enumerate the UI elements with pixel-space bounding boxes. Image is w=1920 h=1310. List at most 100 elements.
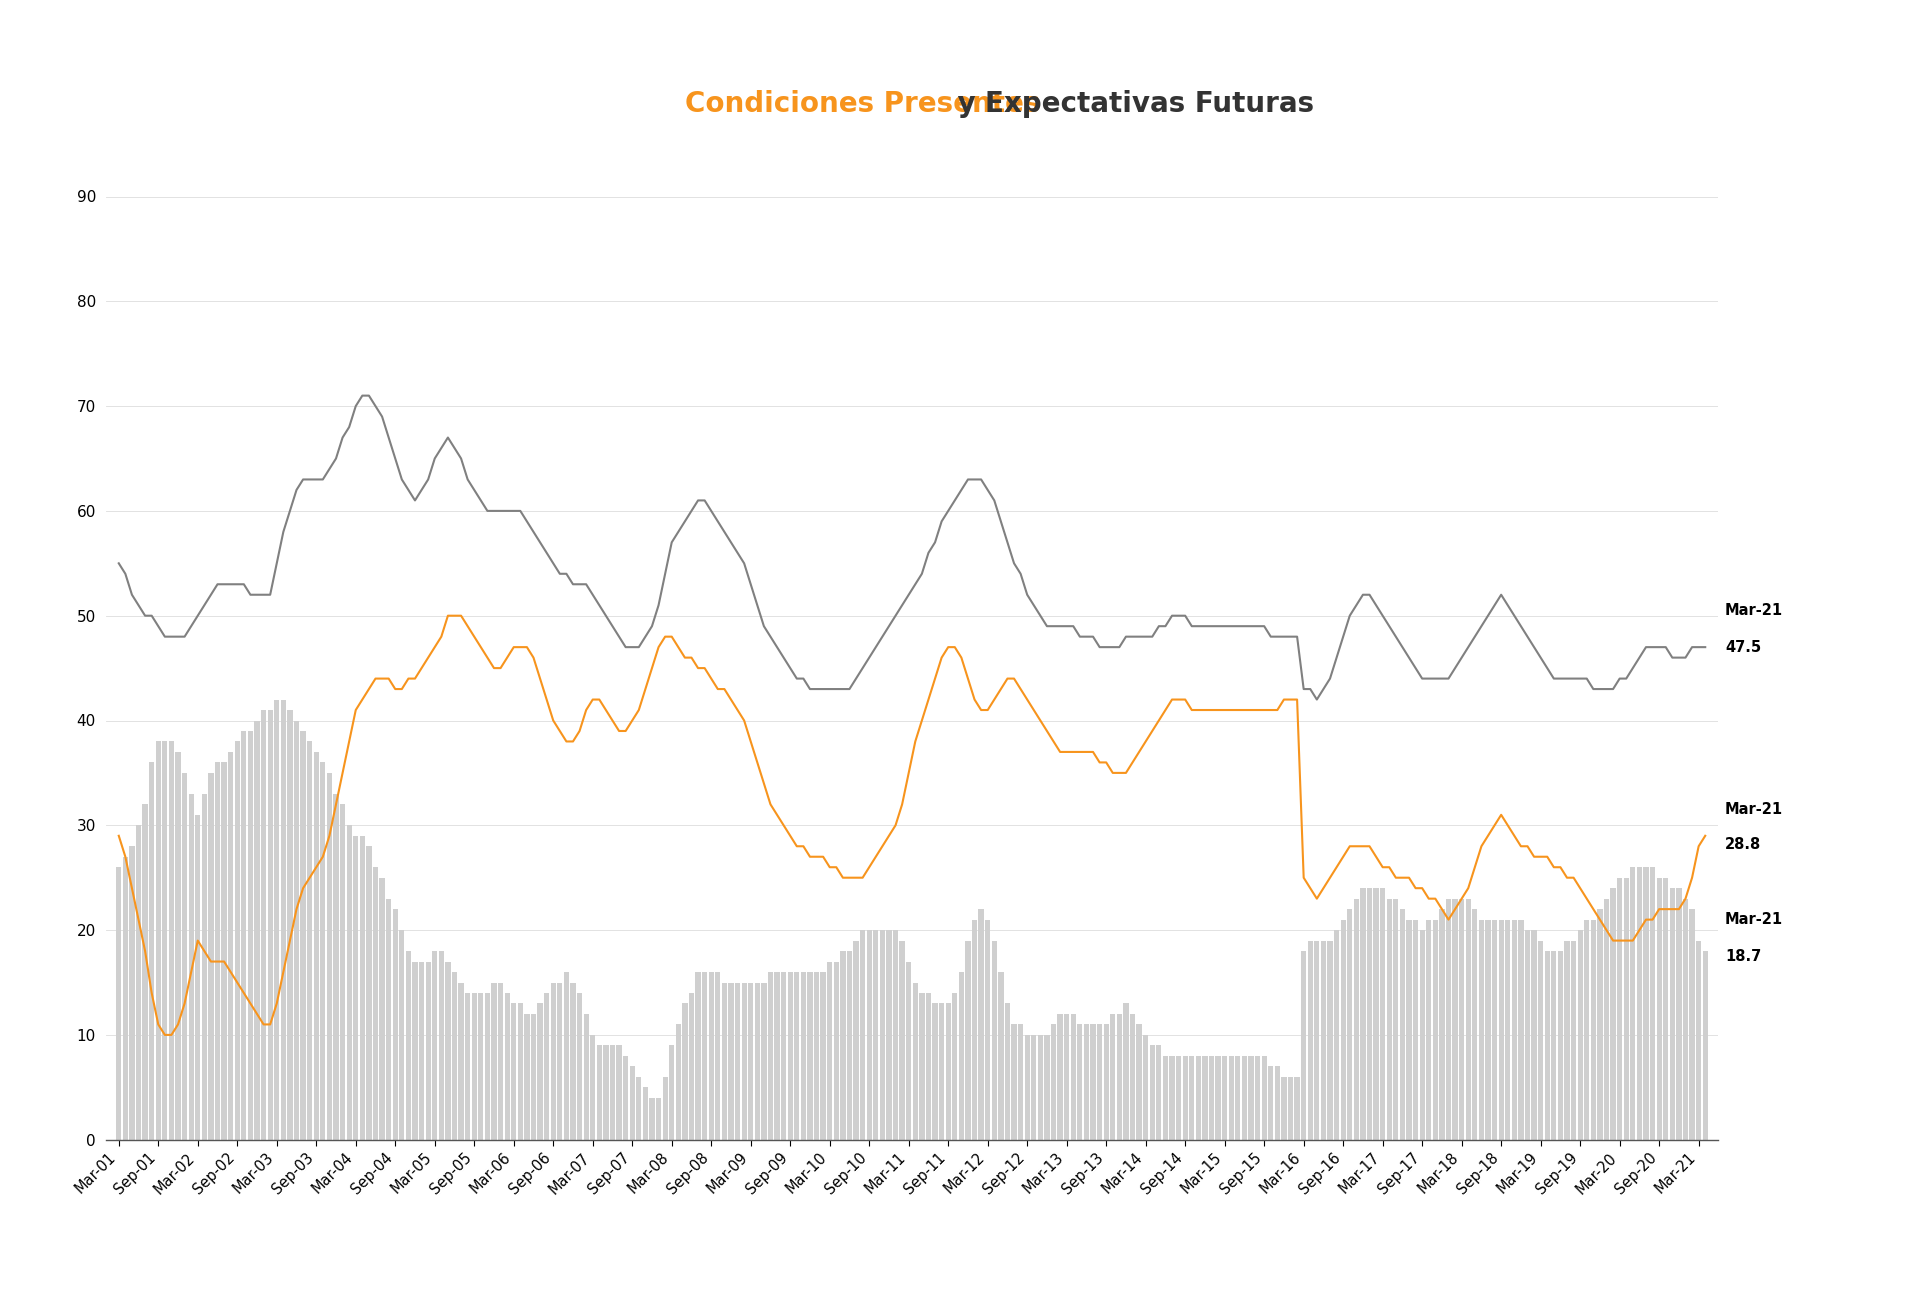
Text: y: y: [947, 90, 985, 118]
Bar: [413, 962, 419, 1140]
Bar: [380, 878, 384, 1140]
Expectativas Futuras: [680, 503, 703, 519]
Bar: [708, 972, 714, 1140]
Bar: [1025, 1035, 1029, 1140]
Bar: [676, 1024, 682, 1140]
Bar: [484, 993, 490, 1140]
Bar: [1267, 1066, 1273, 1140]
Bar: [1419, 930, 1425, 1140]
Bar: [814, 972, 820, 1140]
Bar: [1473, 909, 1478, 1140]
Bar: [1313, 941, 1319, 1140]
Bar: [852, 941, 858, 1140]
Bar: [215, 762, 221, 1140]
Bar: [372, 867, 378, 1140]
Bar: [248, 731, 253, 1140]
Bar: [1123, 1003, 1129, 1140]
Line: Expectativas Futuras: Expectativas Futuras: [119, 396, 1705, 700]
Bar: [952, 993, 958, 1140]
Bar: [307, 741, 313, 1140]
Bar: [998, 972, 1004, 1140]
Condiciones Presentes: [1173, 692, 1196, 707]
Bar: [1221, 1056, 1227, 1140]
Bar: [1394, 899, 1398, 1140]
Bar: [1164, 1056, 1167, 1140]
Bar: [774, 972, 780, 1140]
Bar: [538, 1003, 543, 1140]
Bar: [530, 1014, 536, 1140]
Bar: [207, 773, 213, 1140]
Expectativas Futuras: [1693, 639, 1716, 655]
Expectativas Futuras: [108, 555, 131, 571]
Bar: [1590, 920, 1596, 1140]
Bar: [1446, 899, 1452, 1140]
Bar: [820, 972, 826, 1140]
Bar: [511, 1003, 516, 1140]
Bar: [1242, 1056, 1248, 1140]
Bar: [1657, 878, 1663, 1140]
Bar: [242, 731, 246, 1140]
Bar: [874, 930, 879, 1140]
Bar: [925, 993, 931, 1140]
Bar: [1129, 1014, 1135, 1140]
Bar: [1261, 1056, 1267, 1140]
Condiciones Presentes: [1016, 692, 1039, 707]
Text: Mar-21: Mar-21: [1724, 802, 1784, 817]
Bar: [161, 741, 167, 1140]
Bar: [1294, 1077, 1300, 1140]
Bar: [1380, 888, 1386, 1140]
Expectativas Futuras: [1167, 608, 1190, 624]
Bar: [142, 804, 148, 1140]
Bar: [524, 1014, 530, 1140]
Bar: [887, 930, 891, 1140]
Bar: [1617, 878, 1622, 1140]
Bar: [649, 1098, 655, 1140]
Bar: [334, 794, 338, 1140]
Bar: [1597, 909, 1603, 1140]
Text: Condiciones Presentes: Condiciones Presentes: [685, 90, 1041, 118]
Bar: [1018, 1024, 1023, 1140]
Text: 18.7: 18.7: [1724, 948, 1761, 964]
Bar: [755, 982, 760, 1140]
Bar: [741, 982, 747, 1140]
Bar: [221, 762, 227, 1140]
Bar: [939, 1003, 945, 1140]
Bar: [1340, 920, 1346, 1140]
Bar: [1519, 920, 1524, 1140]
Bar: [169, 741, 175, 1140]
Bar: [1175, 1056, 1181, 1140]
Bar: [768, 972, 774, 1140]
Bar: [1142, 1035, 1148, 1140]
Bar: [405, 951, 411, 1140]
Bar: [735, 982, 741, 1140]
Expectativas Futuras: [159, 629, 182, 645]
Bar: [589, 1035, 595, 1140]
Bar: [1137, 1024, 1142, 1140]
Bar: [321, 762, 326, 1140]
Bar: [115, 867, 121, 1140]
Bar: [438, 951, 444, 1140]
Bar: [1096, 1024, 1102, 1140]
Bar: [695, 972, 701, 1140]
Bar: [828, 962, 833, 1140]
Bar: [1511, 920, 1517, 1140]
Bar: [1557, 951, 1563, 1140]
Bar: [326, 773, 332, 1140]
Bar: [1630, 867, 1636, 1140]
Bar: [564, 972, 568, 1140]
Bar: [288, 710, 292, 1140]
Bar: [611, 1045, 614, 1140]
Bar: [945, 1003, 950, 1140]
Bar: [1498, 920, 1503, 1140]
Bar: [1256, 1056, 1260, 1140]
Bar: [253, 721, 259, 1140]
Bar: [156, 741, 161, 1140]
Bar: [1058, 1014, 1064, 1140]
Bar: [1348, 909, 1352, 1140]
Bar: [1492, 920, 1498, 1140]
Bar: [787, 972, 793, 1140]
Bar: [958, 972, 964, 1140]
Bar: [367, 846, 372, 1140]
Text: Mar-21: Mar-21: [1724, 912, 1784, 927]
Bar: [419, 962, 424, 1140]
